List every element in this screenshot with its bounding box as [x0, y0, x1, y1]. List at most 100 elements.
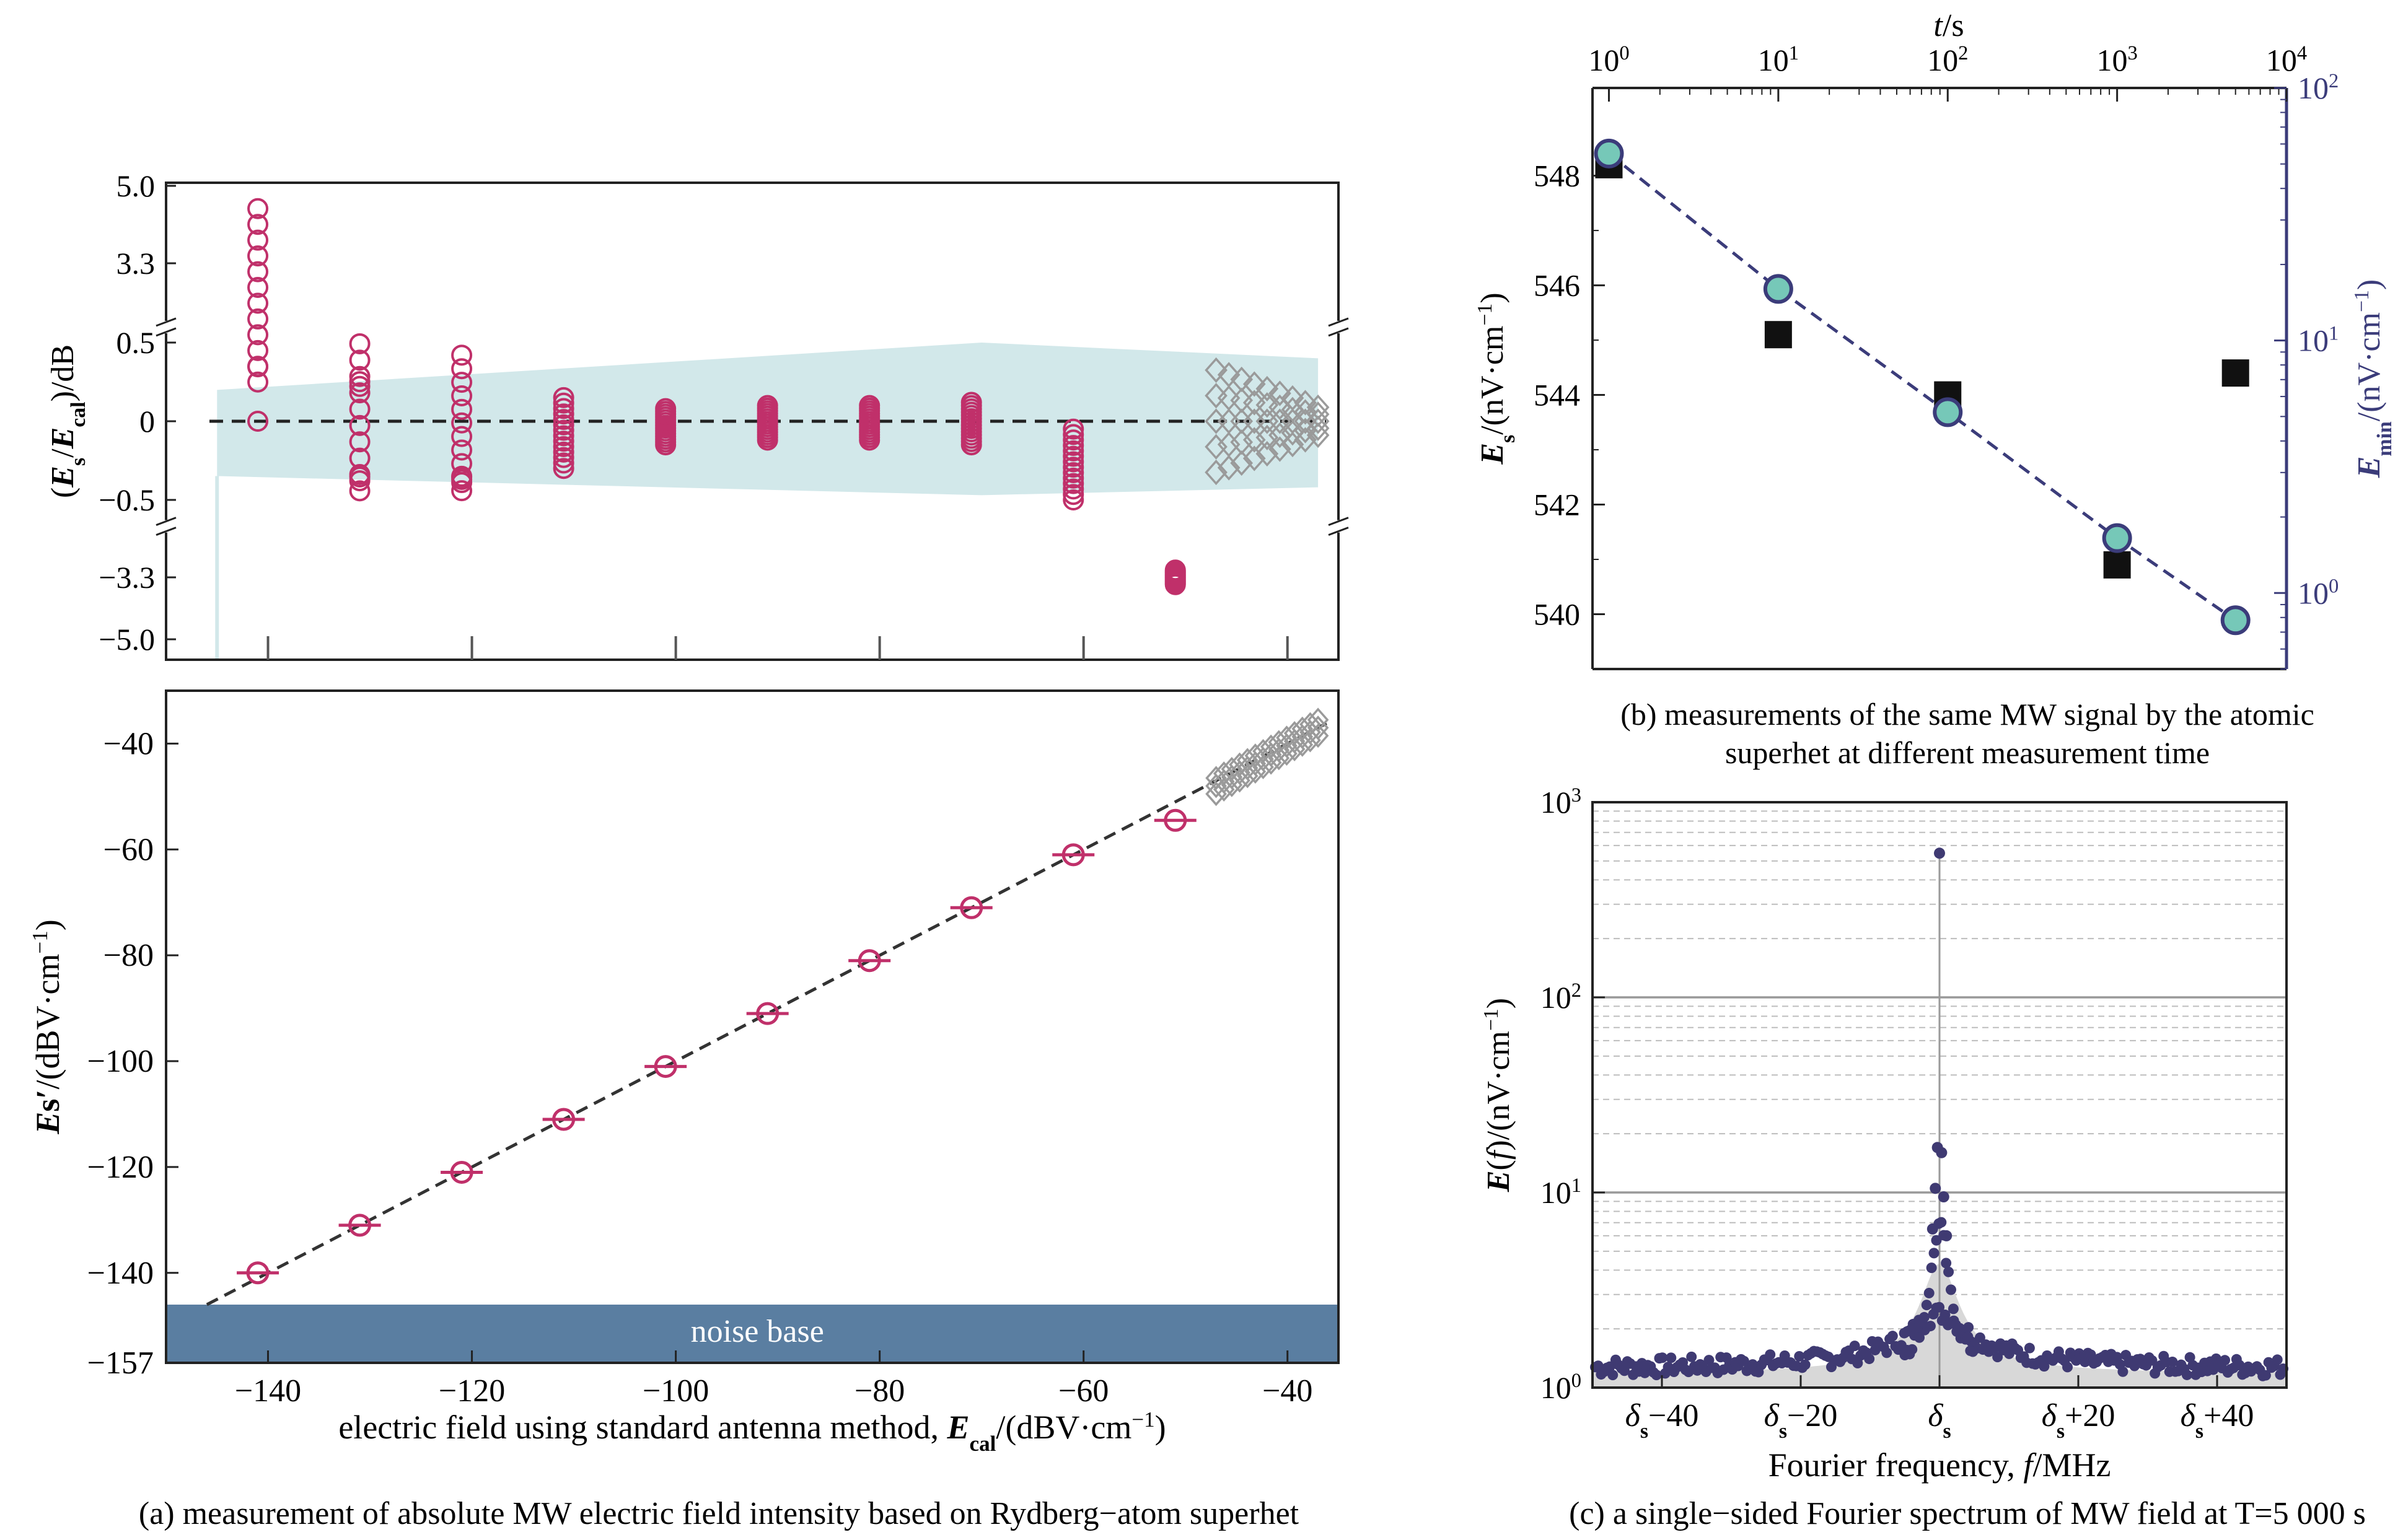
- ratio-point: [553, 414, 574, 435]
- ratio-point: [553, 441, 574, 463]
- es-square-point: [2221, 359, 2249, 387]
- spectrum-point: [1941, 1258, 1952, 1269]
- plot-frame: [165, 689, 1340, 1364]
- ratio-point-gray: [1242, 427, 1266, 453]
- emin-circle-point: [1933, 397, 1963, 427]
- spectrum-point: [1945, 1284, 1956, 1295]
- ratio-point: [553, 431, 574, 452]
- caption-a: (a) measurement of absolute MW electric …: [139, 1496, 1299, 1531]
- es-square-point: [1764, 321, 1792, 349]
- spectrum-point: [1921, 1300, 1932, 1311]
- y-tick-label-left: 548: [1534, 159, 1580, 193]
- y-tick-label-left: 540: [1534, 597, 1580, 632]
- spectrum-point: [1887, 1331, 1898, 1342]
- ratio-point: [451, 385, 473, 406]
- ratio-point: [1063, 440, 1084, 462]
- spectrum-point: [1925, 1321, 1936, 1332]
- ratio-point-gray: [1268, 380, 1291, 406]
- y-tick-label: −40: [103, 726, 154, 761]
- spectrum-point: [1849, 1341, 1860, 1352]
- ratio-point-gray: [1230, 450, 1254, 476]
- spectrum-point: [1619, 1365, 1630, 1376]
- ratio-point: [451, 344, 473, 366]
- ratio-point-gray: [1306, 394, 1330, 421]
- axis-break-mark: [1328, 317, 1349, 337]
- x-tick-label: 104: [2266, 42, 2307, 77]
- y-axis-label: (Es/Ecal)/dB: [45, 344, 90, 498]
- spectrum-point: [1738, 1355, 1749, 1367]
- emin-fit-line: [1607, 152, 2237, 622]
- y-tick-label: −5.0: [99, 622, 155, 657]
- x-tick-label: 102: [1927, 42, 1968, 77]
- spectrum-point: [1936, 1217, 1947, 1228]
- ratio-point-gray: [1268, 422, 1291, 448]
- spectrum-point: [2085, 1349, 2096, 1360]
- spectrum-point: [1974, 1332, 1985, 1343]
- measured-point-gray: [1307, 707, 1329, 732]
- y-axis-label-left: Es/(nV·cm−1): [1474, 292, 1519, 465]
- ratio-point: [247, 229, 269, 251]
- ratio-point: [247, 198, 269, 219]
- x-tick-label: −120: [439, 1373, 505, 1409]
- ratio-point: [960, 392, 982, 413]
- ratio-point: [1063, 478, 1084, 500]
- ratio-point-gray: [1205, 383, 1228, 409]
- spectrum-point: [1907, 1344, 1918, 1355]
- x-tick-label: −140: [235, 1373, 301, 1409]
- y-tick-label: −3.3: [99, 560, 155, 595]
- spectrum-point: [1941, 1230, 1953, 1241]
- spectrum-point: [1918, 1311, 1930, 1323]
- ratio-point: [349, 398, 371, 420]
- measured-point: [858, 949, 881, 973]
- ratio-point: [1063, 467, 1084, 489]
- spectrum-point: [2117, 1366, 2128, 1377]
- measured-point: [960, 896, 983, 919]
- emin-circle-point: [1763, 274, 1793, 304]
- spectrum-point: [2181, 1369, 2192, 1380]
- x-tick-label: 100: [1588, 42, 1629, 77]
- spectrum-point: [1943, 1266, 1954, 1277]
- spectrum-point: [1799, 1359, 1811, 1370]
- x-axis-label: Fourier frequency, f/MHz: [1768, 1446, 2111, 1484]
- y-tick-label: −80: [103, 938, 154, 973]
- spectrum-point: [2024, 1342, 2035, 1354]
- ratio-point-gray: [1255, 392, 1279, 418]
- ratio-point: [1063, 484, 1084, 505]
- measured-point: [348, 1214, 372, 1237]
- ratio-point: [247, 371, 269, 393]
- ratio-point: [451, 426, 473, 447]
- ratio-point: [553, 409, 574, 431]
- ratio-point-gray: [1294, 399, 1317, 425]
- panel-a-bottom: noise base −140 −120 −100 −80 −60 −40 −40 −60 −80…: [28, 689, 1340, 1456]
- ratio-point: [451, 412, 473, 434]
- spectrum-point: [1666, 1352, 1677, 1363]
- spectrum-point: [1962, 1331, 1974, 1342]
- ratio-point: [349, 447, 371, 469]
- y-tick-label: −157: [87, 1345, 154, 1381]
- ratio-point: [553, 392, 574, 414]
- ratio-point: [247, 356, 269, 377]
- x-tick-label: −80: [854, 1373, 905, 1409]
- y-tick-label-left: 544: [1534, 378, 1580, 413]
- y-tick-label: −0.5: [99, 483, 155, 517]
- y-tick-label: 0.5: [116, 325, 156, 360]
- axis-break-mark: [156, 517, 177, 536]
- spectrum-point: [1948, 1303, 1959, 1315]
- panel-c: 100 101 102 103 δs−40 δs−20 δs δs+20 δs+40 Fourie…: [1480, 784, 2289, 1484]
- spectrum-point: [1938, 1191, 1949, 1203]
- spectrum-point: [2184, 1352, 2195, 1363]
- ratio-point: [859, 395, 881, 416]
- ratio-point-gray: [1281, 420, 1304, 446]
- spectrum-point: [1930, 1183, 1941, 1194]
- ratio-point: [349, 371, 371, 393]
- spectrum-point: [1940, 1309, 1951, 1320]
- emin-circle-point: [2220, 605, 2251, 636]
- ratio-point: [1063, 489, 1084, 510]
- ratio-point: [553, 447, 574, 468]
- noise-base-region: [166, 1305, 1338, 1363]
- spectrum-point: [2234, 1360, 2245, 1371]
- spectrum-point: [2272, 1354, 2283, 1365]
- ratio-point-gray: [1268, 436, 1291, 462]
- ratio-point-gray: [1255, 424, 1279, 450]
